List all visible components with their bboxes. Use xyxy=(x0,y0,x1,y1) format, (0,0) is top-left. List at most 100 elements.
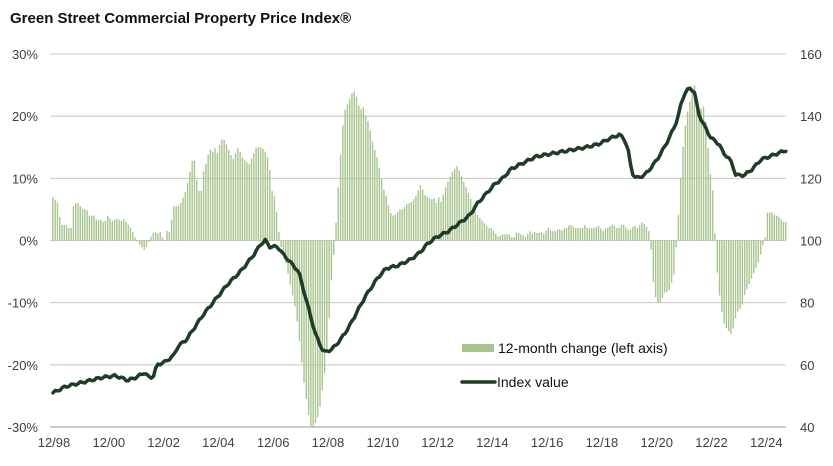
bar xyxy=(661,240,664,299)
bar xyxy=(613,226,616,241)
bar xyxy=(664,240,666,293)
bar xyxy=(508,234,511,241)
left-axis-tick-label: 10% xyxy=(12,171,38,186)
bar xyxy=(207,154,209,241)
bar xyxy=(627,229,629,241)
bar xyxy=(559,229,561,241)
bar xyxy=(376,157,378,241)
bar xyxy=(438,197,440,241)
bar xyxy=(264,151,266,241)
bar xyxy=(442,194,444,241)
bar xyxy=(301,240,303,363)
right-axis-tick-label: 100 xyxy=(800,234,822,249)
bar xyxy=(515,233,518,241)
bar xyxy=(319,240,321,407)
bar xyxy=(106,215,109,241)
bar xyxy=(294,240,296,307)
bar xyxy=(632,226,634,241)
index-value-line xyxy=(51,86,788,395)
bar xyxy=(556,229,559,241)
bar xyxy=(572,226,575,241)
bar xyxy=(52,196,54,241)
bar xyxy=(335,222,337,241)
bar xyxy=(746,240,748,290)
bar xyxy=(369,130,371,241)
bar xyxy=(766,212,769,241)
bar xyxy=(595,227,597,241)
right-axis-tick-label: 120 xyxy=(800,171,822,186)
bar xyxy=(81,209,84,241)
bar xyxy=(456,166,458,241)
bar xyxy=(707,148,709,241)
line-series-index-value xyxy=(51,86,788,395)
bar xyxy=(684,125,686,241)
bar xyxy=(723,240,725,324)
bar xyxy=(120,221,123,241)
bar xyxy=(606,228,609,241)
bar xyxy=(775,215,778,241)
bar xyxy=(100,219,102,241)
bar xyxy=(426,196,429,241)
bar xyxy=(141,240,143,248)
bar xyxy=(285,240,287,263)
left-axis-tick-label: 0% xyxy=(19,234,38,249)
bar xyxy=(175,206,177,241)
bar xyxy=(113,219,116,241)
bar xyxy=(95,219,97,241)
bar xyxy=(241,157,244,241)
x-axis-tick-label: 12/08 xyxy=(312,435,345,450)
x-axis-tick-label: 12/18 xyxy=(586,435,619,450)
bar xyxy=(444,187,447,241)
bar xyxy=(138,240,141,245)
bar xyxy=(214,148,216,241)
bar xyxy=(330,240,333,281)
bar xyxy=(399,209,401,241)
bar xyxy=(109,218,111,241)
bar xyxy=(417,190,419,241)
bar xyxy=(716,240,718,273)
bar xyxy=(93,215,95,241)
bar xyxy=(520,234,522,241)
bar xyxy=(588,228,591,241)
bar xyxy=(63,224,66,241)
bar xyxy=(282,240,285,256)
x-axis-tick-label: 12/14 xyxy=(476,435,509,450)
bar xyxy=(122,219,125,241)
bar xyxy=(61,224,63,241)
bar xyxy=(590,228,593,241)
bar-series-12-month-change xyxy=(52,85,787,427)
bar xyxy=(638,225,641,241)
x-axis-tick-label: 12/24 xyxy=(750,435,783,450)
bar xyxy=(383,189,385,241)
bar xyxy=(54,199,56,241)
bar xyxy=(691,93,693,241)
bar xyxy=(321,240,323,391)
bar xyxy=(328,240,330,318)
bar xyxy=(549,230,552,241)
bar xyxy=(154,232,157,241)
bar xyxy=(460,176,463,241)
bar xyxy=(84,209,86,241)
bar xyxy=(269,169,271,241)
bar xyxy=(657,240,659,303)
bar xyxy=(739,240,741,309)
bar xyxy=(412,199,415,241)
bar xyxy=(239,152,241,241)
bar xyxy=(538,232,540,241)
legend-label-index-value: Index value xyxy=(497,374,569,390)
bar xyxy=(686,111,689,241)
bar xyxy=(666,240,668,292)
bar xyxy=(159,232,161,241)
bar xyxy=(506,234,508,241)
bar xyxy=(734,240,737,319)
bar xyxy=(757,240,760,263)
bar xyxy=(410,201,413,241)
bar xyxy=(257,147,260,241)
bar xyxy=(522,235,524,241)
bar xyxy=(524,236,527,241)
bar xyxy=(298,240,301,342)
left-axis-tick-label: -20% xyxy=(8,358,39,373)
bar xyxy=(86,210,88,241)
bar xyxy=(648,231,650,241)
bar xyxy=(401,209,403,241)
